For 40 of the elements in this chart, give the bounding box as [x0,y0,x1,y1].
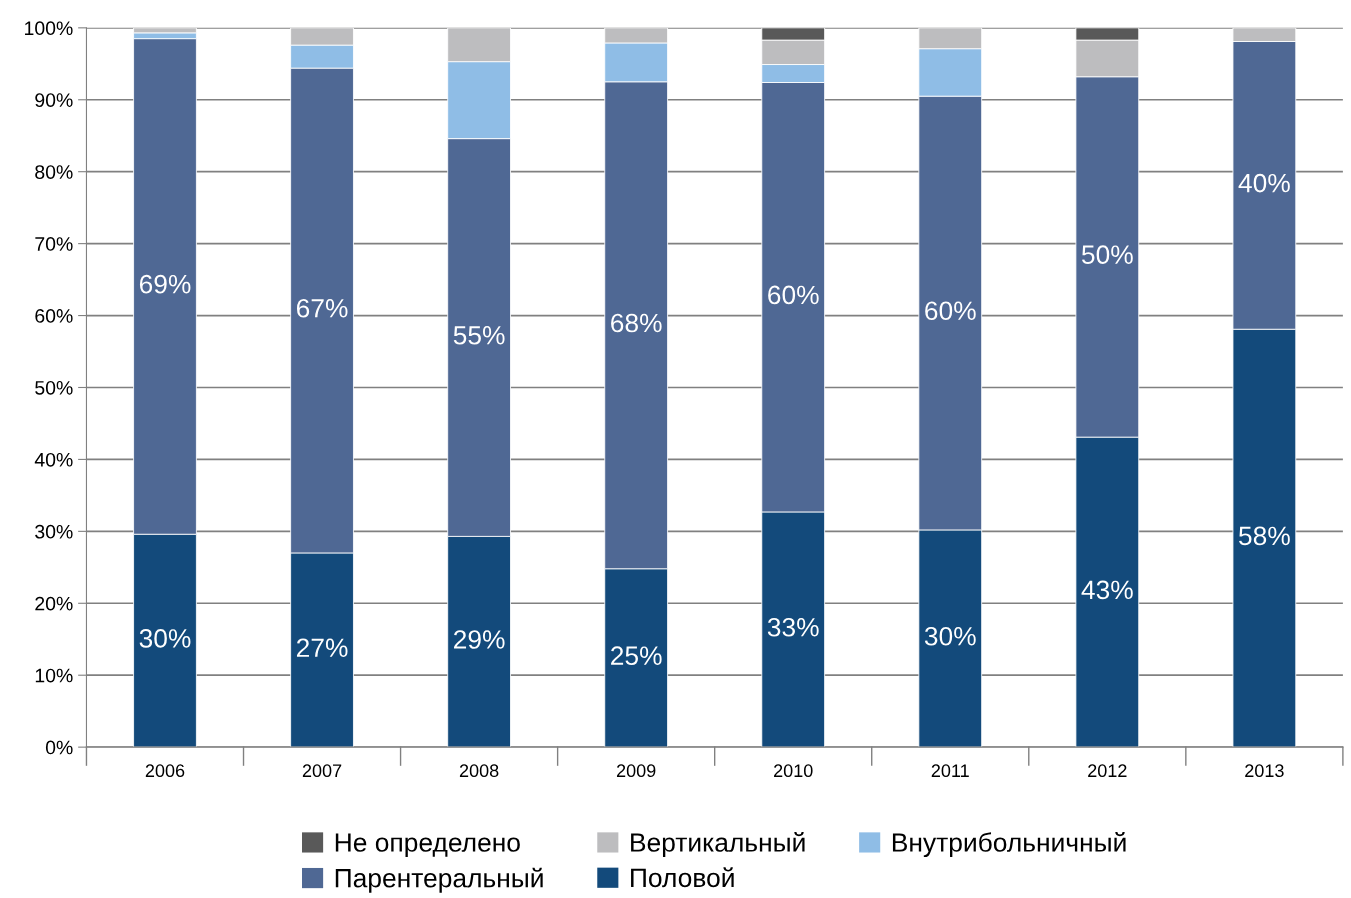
y-tick-label: 80% [35,165,73,179]
data-label: 30% [139,629,191,648]
data-label: 67% [296,298,348,318]
x-tick-label: 2013 [1245,764,1284,778]
legend-label: Половой [631,867,734,888]
legend-label: Вертикальный [631,832,805,858]
x-tick-label: 2008 [459,764,499,778]
y-tick-label: 60% [35,309,73,323]
data-label: 27% [296,638,348,658]
y-tick-label: 10% [35,668,73,683]
data-label: 40% [1238,173,1290,193]
legend-label: Внутрибольничный [892,832,1126,858]
data-label: 50% [1081,245,1133,265]
y-tick-label: 70% [35,237,73,251]
y-tick-label: 40% [34,452,73,467]
data-label: 58% [1239,526,1290,546]
y-tick-label: 30% [35,524,73,539]
x-tick-label: 2007 [302,764,342,778]
data-label: 33% [767,617,819,637]
data-label: 43% [1081,580,1133,600]
data-label: 55% [453,326,505,345]
x-tick-label: 2009 [616,764,656,778]
legend-label: Парентеральный [335,867,543,893]
data-label: 29% [454,630,505,649]
y-tick-label: 20% [35,596,73,611]
y-tick-label: 90% [35,93,73,107]
y-tick-label: 50% [35,380,73,395]
data-label: 25% [611,646,662,666]
data-label: 69% [139,274,191,294]
x-tick-label: 2012 [1088,764,1127,778]
data-label: 30% [924,626,976,646]
legend-label: Не определено [335,833,520,858]
data-label: 60% [768,285,819,305]
y-tick-label: 0% [45,740,73,755]
data-label: 68% [611,313,662,333]
x-tick-label: 2010 [774,764,813,778]
x-tick-label: 2011 [931,764,969,778]
y-tick-label: 100% [25,21,73,36]
data-label: 60% [925,301,976,321]
x-tick-label: 2006 [145,764,185,778]
